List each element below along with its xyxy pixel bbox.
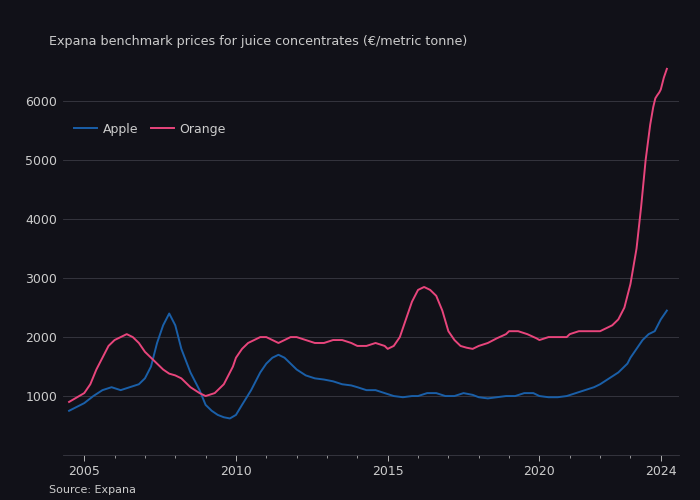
Apple [663, 308, 671, 314]
Orange [390, 343, 398, 349]
Orange [663, 66, 671, 72]
Apple [225, 416, 234, 422]
Apple [262, 360, 270, 366]
Line: Orange: Orange [69, 69, 667, 402]
Orange [165, 370, 174, 376]
Apple [65, 408, 74, 414]
Orange [505, 328, 513, 334]
Orange [65, 399, 74, 405]
Orange [575, 328, 583, 334]
Text: Expana benchmark prices for juice concentrates (€/metric tonne): Expana benchmark prices for juice concen… [49, 35, 468, 48]
Orange [195, 390, 204, 396]
Apple [268, 354, 277, 360]
Orange [147, 354, 155, 360]
Legend: Apple, Orange: Apple, Orange [69, 118, 231, 141]
Apple [320, 376, 328, 382]
Apple [302, 372, 310, 378]
Apple [186, 370, 195, 376]
Line: Apple: Apple [69, 310, 667, 418]
Apple [399, 394, 407, 400]
Text: Source: Expana: Source: Expana [49, 485, 136, 495]
